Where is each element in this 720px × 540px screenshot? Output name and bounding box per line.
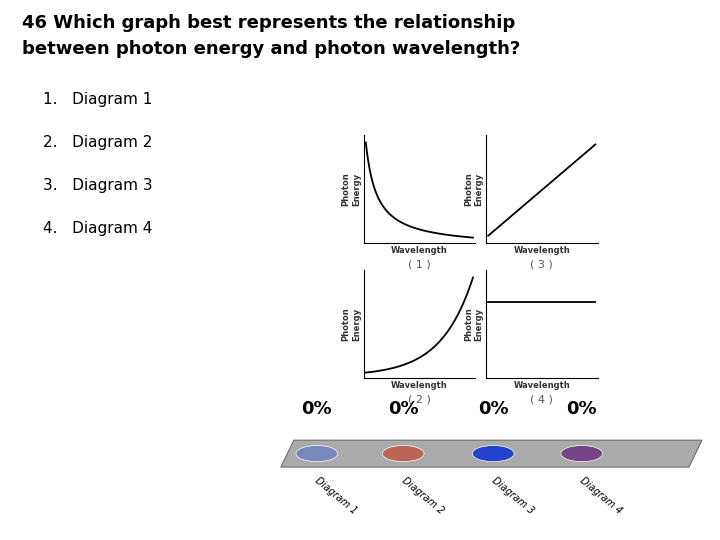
Text: 46 Which graph best represents the relationship: 46 Which graph best represents the relat… — [22, 14, 515, 31]
Y-axis label: Photon
Energy: Photon Energy — [464, 172, 483, 206]
Text: between photon energy and photon wavelength?: between photon energy and photon wavelen… — [22, 40, 520, 58]
Text: 3.   Diagram 3: 3. Diagram 3 — [43, 178, 153, 193]
Text: 1.   Diagram 1: 1. Diagram 1 — [43, 92, 153, 107]
Text: 0%: 0% — [478, 401, 508, 418]
Text: Diagram 4: Diagram 4 — [578, 475, 624, 516]
Text: 4.   Diagram 4: 4. Diagram 4 — [43, 221, 153, 237]
Text: Diagram 2: Diagram 2 — [400, 475, 446, 516]
Text: 0%: 0% — [302, 401, 332, 418]
Text: ( 1 ): ( 1 ) — [408, 259, 431, 269]
Text: 0%: 0% — [567, 401, 597, 418]
Text: ( 4 ): ( 4 ) — [531, 394, 553, 404]
Text: Diagram 3: Diagram 3 — [490, 475, 536, 516]
Ellipse shape — [296, 446, 338, 462]
X-axis label: Wavelength: Wavelength — [391, 246, 448, 255]
Ellipse shape — [382, 446, 424, 462]
X-axis label: Wavelength: Wavelength — [391, 381, 448, 390]
Y-axis label: Photon
Energy: Photon Energy — [341, 172, 361, 206]
Text: Diagram 1: Diagram 1 — [313, 475, 359, 516]
X-axis label: Wavelength: Wavelength — [513, 246, 570, 255]
Text: ( 2 ): ( 2 ) — [408, 394, 431, 404]
Text: ( 3 ): ( 3 ) — [531, 259, 553, 269]
Text: 0%: 0% — [388, 401, 418, 418]
X-axis label: Wavelength: Wavelength — [513, 381, 570, 390]
Y-axis label: Photon
Energy: Photon Energy — [341, 307, 361, 341]
Ellipse shape — [561, 446, 603, 462]
Text: 2.   Diagram 2: 2. Diagram 2 — [43, 135, 153, 150]
Polygon shape — [281, 440, 702, 467]
Ellipse shape — [472, 446, 514, 462]
Y-axis label: Photon
Energy: Photon Energy — [464, 307, 483, 341]
